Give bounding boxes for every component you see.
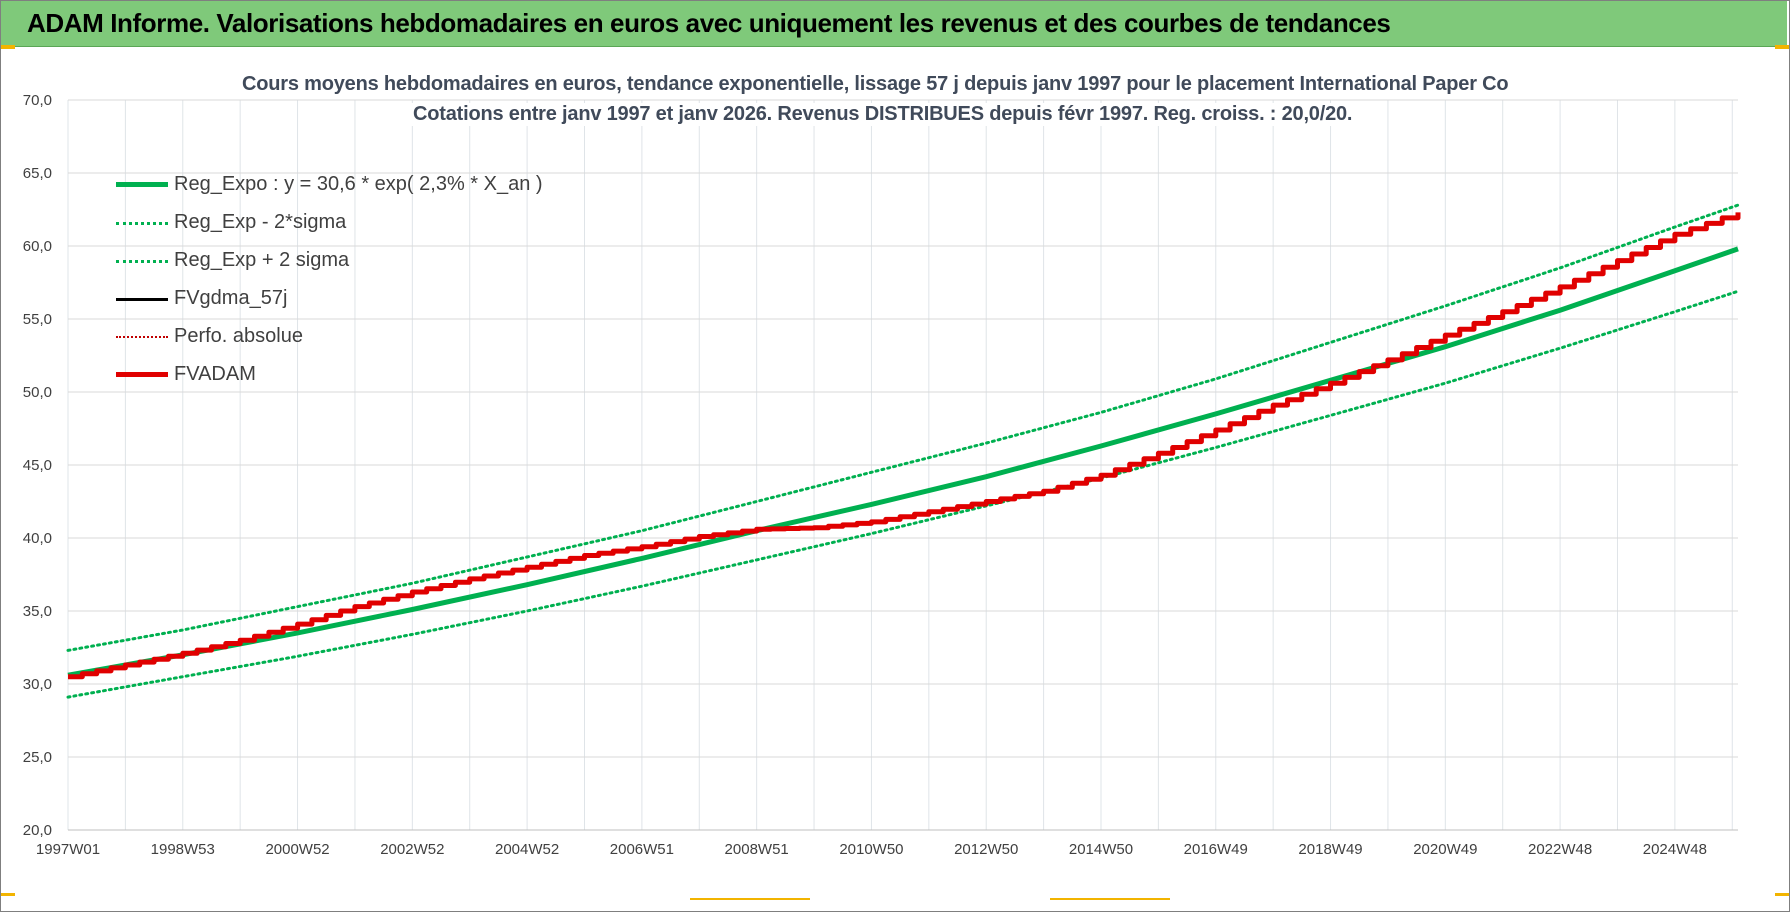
legend-label-reg-exp-minus: Reg_Exp - 2*sigma: [174, 211, 347, 233]
legend-swatch-perfo-absolue: [116, 336, 168, 338]
series-line-5: [68, 212, 1741, 680]
y-tick-label: 40,0: [23, 530, 52, 547]
x-tick-label: 1997W01: [36, 841, 100, 858]
legend-item-reg-exp-minus: Reg_Exp - 2*sigma: [116, 209, 586, 237]
y-tick-label: 25,0: [23, 749, 52, 766]
chart-title-line-1: Cours moyens hebdomadaires en euros, ten…: [238, 73, 1513, 96]
legend-label-perfo-absolue: Perfo. absolue: [174, 325, 303, 347]
grid-layer: [67, 99, 1738, 831]
x-tick-label: 2002W52: [380, 841, 444, 858]
chart-title-line-2: Cotations entre janv 1997 et janv 2026. …: [409, 103, 1357, 126]
x-tick-label: 2016W49: [1184, 841, 1248, 858]
selection-mark-bottom-1: [690, 898, 810, 900]
y-tick-label: 65,0: [23, 165, 52, 182]
legend-item-perfo-absolue: Perfo. absolue: [116, 323, 586, 351]
report-banner: ADAM Informe. Valorisations hebdomadaire…: [1, 1, 1787, 47]
y-tick-label: 35,0: [23, 603, 52, 620]
y-tick-label: 20,0: [23, 822, 52, 839]
y-tick-label: 60,0: [23, 238, 52, 255]
y-tick-label: 50,0: [23, 384, 52, 401]
legend-swatch-reg-expo: [116, 182, 168, 187]
legend-item-fvgdma: FVgdma_57j: [116, 285, 586, 313]
line-chart: 20,0 25,0 30,0 35,0 40,0 45,0 50,0 55,0 60,0 65,0…: [23, 92, 1741, 858]
legend-item-fvadam: FVADAM: [116, 361, 586, 389]
axis-layer: 20,0 25,0 30,0 35,0 40,0 45,0 50,0 55,0 60,0 65,0…: [23, 92, 1738, 858]
x-tick-label: 2000W52: [265, 841, 329, 858]
x-tick-label: 2022W48: [1528, 841, 1592, 858]
legend-swatch-reg-exp-minus: [116, 222, 168, 225]
series-line-2: [66, 203, 1740, 652]
selection-mark-bottom-2: [1050, 898, 1170, 900]
legend-label-reg-expo: Reg_Expo : y = 30,6 * exp( 2,3% * X_an ): [174, 173, 543, 195]
legend-swatch-fvgdma: [116, 298, 168, 301]
corner-mark-top-right: [1775, 45, 1789, 49]
corner-mark-top-left: [1, 45, 15, 49]
banner-title: ADAM Informe. Valorisations hebdomadaire…: [27, 8, 1391, 38]
corner-mark-bottom-right: [1775, 893, 1789, 896]
series-line-0: [67, 246, 1739, 678]
series-layer: [66, 203, 1741, 699]
x-tick-label: 2012W50: [954, 841, 1018, 858]
x-tick-label: 2004W52: [495, 841, 559, 858]
y-tick-label: 45,0: [23, 457, 52, 474]
legend-item-reg-expo: Reg_Expo : y = 30,6 * exp( 2,3% * X_an ): [116, 171, 586, 199]
chart-legend: Reg_Expo : y = 30,6 * exp( 2,3% * X_an )…: [116, 171, 586, 451]
legend-item-reg-exp-plus: Reg_Exp + 2 sigma: [116, 247, 586, 275]
legend-swatch-reg-exp-plus: [116, 260, 168, 263]
y-tick-label: 55,0: [23, 311, 52, 328]
x-tick-label: 2024W48: [1643, 841, 1707, 858]
corner-mark-bottom-left: [1, 893, 15, 896]
legend-label-fvgdma: FVgdma_57j: [174, 287, 288, 309]
legend-label-reg-exp-plus: Reg_Exp + 2 sigma: [174, 249, 350, 271]
x-tick-label: 2020W49: [1413, 841, 1477, 858]
x-tick-label: 2010W50: [839, 841, 903, 858]
chart-area: 20,0 25,0 30,0 35,0 40,0 45,0 50,0 55,0 60,0 65,0…: [0, 47, 1790, 912]
legend-label-fvadam: FVADAM: [174, 363, 256, 385]
x-tick-label: 2008W51: [725, 841, 789, 858]
y-tick-label: 30,0: [23, 676, 52, 693]
series-line-1: [66, 289, 1740, 699]
x-tick-label: 2006W51: [610, 841, 674, 858]
x-tick-label: 2014W50: [1069, 841, 1133, 858]
x-tick-label: 1998W53: [151, 841, 215, 858]
x-tick-label: 2018W49: [1298, 841, 1362, 858]
y-tick-label: 70,0: [23, 92, 52, 109]
legend-swatch-fvadam: [116, 372, 168, 377]
